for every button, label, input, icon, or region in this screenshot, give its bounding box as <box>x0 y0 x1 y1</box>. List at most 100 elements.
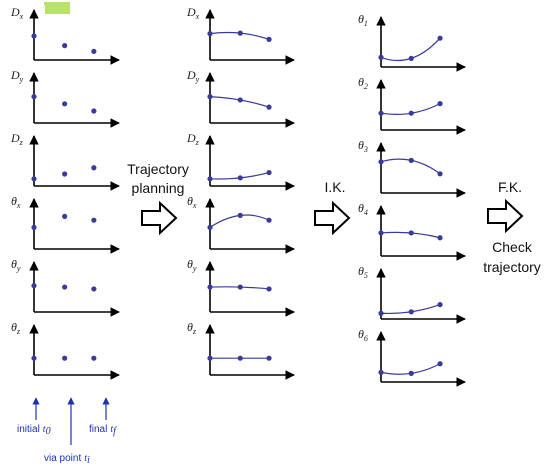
sample-point-0 <box>31 176 37 182</box>
axis-label-θ1: θ1 <box>358 12 368 28</box>
axis-label-Dy: Dy <box>186 68 200 84</box>
axis-label-θy: θy <box>187 257 197 273</box>
sample-point-0 <box>207 224 213 230</box>
sample-point-0 <box>31 94 37 100</box>
axis-label-θ2: θ2 <box>358 75 368 91</box>
axis-label-Dz: Dz <box>10 131 24 147</box>
trajectory-planning-label-2: planning <box>132 180 185 196</box>
sample-point-0 <box>31 355 37 361</box>
axis-label-Dx: Dx <box>10 5 24 21</box>
sample-point-2 <box>91 355 97 361</box>
sample-point-2 <box>91 165 97 171</box>
fk-label: F.K. <box>498 179 522 195</box>
sample-point-2 <box>91 108 97 114</box>
axis-label-θ5: θ5 <box>358 264 368 280</box>
joint-trajectories-column: θ1 θ2 θ3 θ4 θ5 θ6 <box>358 12 466 387</box>
sample-point-1 <box>237 212 243 218</box>
final-time-label: final tf <box>89 424 117 437</box>
col1-plot-θx: θx <box>11 194 120 254</box>
time-annotations: initial t0 final tf via point ti <box>17 397 117 466</box>
sample-point-1 <box>237 175 243 181</box>
col2-plot-Dy: Dy <box>186 68 295 128</box>
col3-plot-θ3: θ3 <box>358 138 466 198</box>
ik-label: I.K. <box>324 179 345 195</box>
sample-point-2 <box>437 302 443 308</box>
sample-point-2 <box>266 217 272 223</box>
ik-arrow <box>314 200 351 236</box>
sample-point-0 <box>378 159 384 165</box>
axis-label-θ3: θ3 <box>358 138 368 154</box>
sample-point-0 <box>207 355 213 361</box>
axis-label-θx: θx <box>187 194 197 210</box>
sample-point-0 <box>378 369 384 375</box>
sample-point-1 <box>237 97 243 103</box>
sample-point-1 <box>62 355 68 361</box>
col3-plot-θ4: θ4 <box>358 201 466 261</box>
sample-point-0 <box>31 33 37 39</box>
cartesian-samples-column: Dx Dy Dz θx θy θz <box>10 5 120 380</box>
sample-point-2 <box>266 169 272 176</box>
col2-plot-θy: θy <box>187 257 295 317</box>
col2-plot-Dz: Dz <box>186 131 295 191</box>
sample-point-1 <box>62 213 68 219</box>
axis-label-θ6: θ6 <box>358 327 368 343</box>
col3-plot-θ2: θ2 <box>358 75 466 135</box>
sample-point-1 <box>408 110 414 116</box>
sample-point-2 <box>91 217 97 223</box>
sample-point-0 <box>207 94 213 100</box>
check-label-2: trajectory <box>483 259 541 275</box>
sample-point-0 <box>31 224 37 230</box>
axis-label-Dx: Dx <box>186 5 200 21</box>
col2-plot-θx: θx <box>187 194 295 254</box>
sample-point-2 <box>91 48 97 54</box>
trajectory-planning-arrow <box>141 200 178 236</box>
col3-plot-θ1: θ1 <box>358 12 466 72</box>
axis-label-Dy: Dy <box>10 68 24 84</box>
sample-point-1 <box>237 355 243 361</box>
sample-point-0 <box>378 230 384 236</box>
sample-point-2 <box>266 36 272 42</box>
sample-point-1 <box>62 284 68 290</box>
col2-plot-θz: θz <box>187 320 295 380</box>
sample-point-2 <box>437 35 443 41</box>
sample-point-2 <box>266 355 272 361</box>
sample-point-2 <box>91 286 97 292</box>
axis-label-θz: θz <box>187 320 197 336</box>
check-label-1: Check <box>492 239 533 255</box>
initial-time-label: initial t0 <box>17 424 51 437</box>
sample-point-2 <box>437 361 443 367</box>
col1-plot-θy: θy <box>11 257 120 317</box>
col1-plot-Dx: Dx <box>10 5 120 65</box>
sample-point-1 <box>408 55 414 61</box>
col2-plot-Dx: Dx <box>186 5 295 65</box>
axis-label-θz: θz <box>11 320 21 336</box>
sample-point-1 <box>62 43 68 49</box>
logo-mark <box>38 2 70 15</box>
sample-point-0 <box>207 30 213 37</box>
sample-point-0 <box>378 54 384 61</box>
sample-point-0 <box>207 176 213 182</box>
col1-plot-Dz: Dz <box>10 131 120 191</box>
col1-plot-θz: θz <box>11 320 120 380</box>
col3-plot-θ6: θ6 <box>358 327 466 387</box>
sample-point-1 <box>408 370 414 376</box>
sample-point-0 <box>31 283 37 289</box>
sample-point-1 <box>237 284 243 290</box>
axis-label-θx: θx <box>11 194 21 210</box>
sample-point-2 <box>437 171 443 177</box>
axis-label-θ4: θ4 <box>358 201 368 217</box>
sample-point-1 <box>62 171 68 177</box>
sample-point-1 <box>62 101 68 107</box>
sample-point-2 <box>266 104 272 110</box>
axis-label-θy: θy <box>11 257 21 273</box>
trajectory-planning-label-1: Trajectory <box>127 161 189 177</box>
sample-point-2 <box>266 286 272 292</box>
sample-point-1 <box>237 30 243 36</box>
fk-arrow <box>487 198 524 234</box>
sample-point-0 <box>207 284 213 290</box>
sample-point-2 <box>437 235 443 241</box>
axis-label-Dz: Dz <box>186 131 200 147</box>
sample-point-1 <box>408 230 414 236</box>
col1-plot-Dy: Dy <box>10 68 120 128</box>
sample-point-0 <box>378 310 384 316</box>
